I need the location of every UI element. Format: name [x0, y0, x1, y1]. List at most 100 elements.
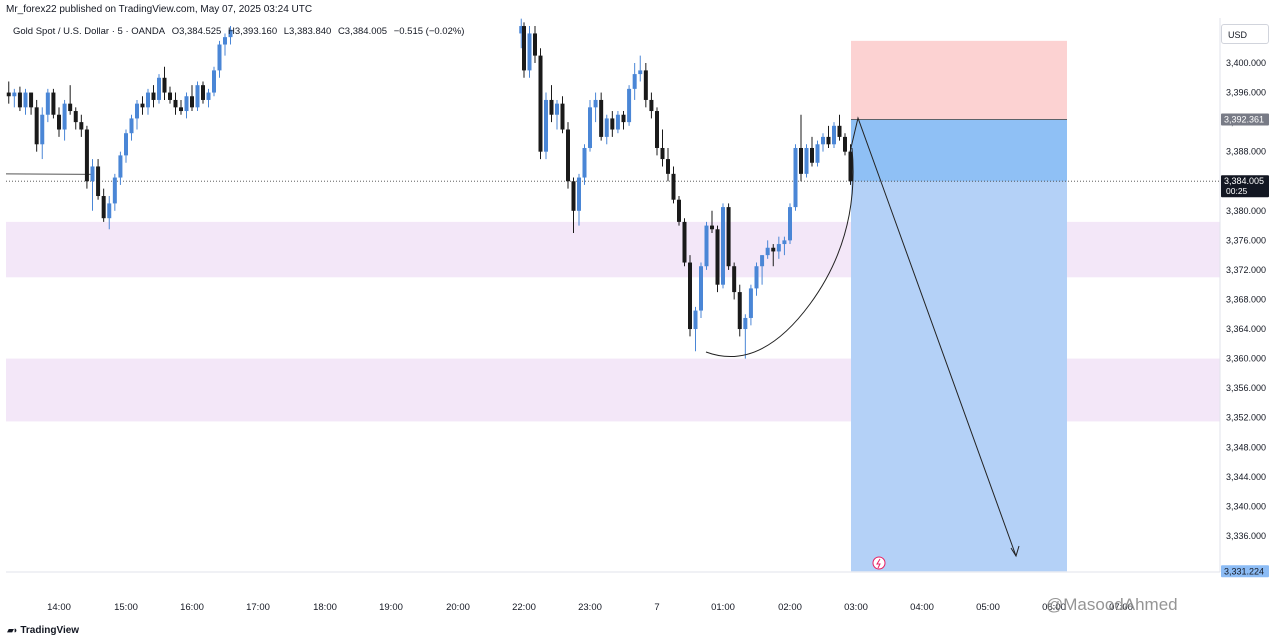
candle[interactable]: [615, 111, 620, 134]
candle[interactable]: [101, 188, 106, 222]
candle[interactable]: [826, 125, 831, 148]
candle[interactable]: [582, 144, 587, 185]
candle[interactable]: [12, 88, 17, 108]
candle[interactable]: [710, 210, 714, 233]
candle[interactable]: [748, 284, 753, 326]
candle[interactable]: [140, 96, 145, 115]
candle[interactable]: [771, 244, 776, 267]
candle[interactable]: [677, 196, 681, 226]
candle[interactable]: [593, 92, 598, 123]
candle[interactable]: [655, 107, 659, 156]
candle[interactable]: [666, 147, 670, 182]
candle[interactable]: [124, 129, 128, 163]
candle[interactable]: [51, 88, 56, 119]
candle[interactable]: [84, 125, 89, 189]
candle[interactable]: [135, 99, 139, 130]
candle[interactable]: [821, 133, 825, 152]
candle[interactable]: [732, 262, 737, 300]
candle[interactable]: [632, 63, 637, 100]
projection-arrow[interactable]: [849, 116, 1017, 557]
candle[interactable]: [544, 92, 548, 160]
candle[interactable]: [157, 74, 161, 104]
candle[interactable]: [79, 114, 84, 137]
lightning-icon[interactable]: [872, 556, 886, 570]
candle[interactable]: [604, 114, 609, 145]
candle[interactable]: [799, 114, 803, 182]
candle[interactable]: [610, 111, 615, 137]
candle[interactable]: [627, 85, 632, 126]
candle[interactable]: [195, 81, 200, 112]
candle[interactable]: [17, 86, 22, 112]
target-price-label[interactable]: 3,331.224: [1221, 565, 1269, 578]
candle[interactable]: [588, 99, 592, 152]
candle[interactable]: [6, 81, 11, 104]
candle[interactable]: [682, 218, 687, 267]
candle[interactable]: [146, 88, 150, 115]
candle[interactable]: [555, 99, 559, 130]
candle[interactable]: [129, 114, 134, 141]
candle[interactable]: [228, 26, 233, 45]
candle[interactable]: [843, 133, 847, 156]
candle[interactable]: [760, 255, 765, 285]
candle[interactable]: [599, 92, 604, 141]
candle[interactable]: [45, 88, 50, 123]
take-profit-zone[interactable]: [851, 119, 1067, 572]
candle[interactable]: [118, 151, 123, 185]
candle[interactable]: [40, 107, 45, 160]
candle[interactable]: [212, 66, 216, 97]
candle[interactable]: [184, 92, 189, 119]
candle[interactable]: [179, 99, 183, 115]
candle[interactable]: [571, 177, 576, 233]
reference-line[interactable]: [5, 173, 94, 175]
candle[interactable]: [566, 122, 570, 189]
candle[interactable]: [162, 66, 167, 100]
candle[interactable]: [29, 92, 34, 115]
candle[interactable]: [107, 196, 112, 230]
candle[interactable]: [206, 88, 211, 108]
candle[interactable]: [549, 85, 554, 123]
candle[interactable]: [173, 92, 178, 115]
candle[interactable]: [560, 96, 565, 134]
candle[interactable]: [815, 140, 820, 167]
candle[interactable]: [776, 236, 781, 259]
candle[interactable]: [810, 136, 814, 167]
candle[interactable]: [715, 225, 720, 293]
candle[interactable]: [96, 159, 101, 200]
candle[interactable]: [217, 40, 222, 78]
candle[interactable]: [57, 107, 61, 137]
candle[interactable]: [151, 85, 156, 108]
candle[interactable]: [638, 55, 643, 82]
candle[interactable]: [522, 22, 526, 78]
candle[interactable]: [73, 107, 78, 130]
candle[interactable]: [519, 18, 524, 49]
candle[interactable]: [837, 114, 842, 141]
candle[interactable]: [643, 63, 648, 108]
candle[interactable]: [168, 86, 172, 104]
candle[interactable]: [754, 262, 759, 296]
candle[interactable]: [832, 122, 836, 148]
candle[interactable]: [737, 284, 742, 337]
entry-price-label[interactable]: 3,392.361: [1221, 113, 1269, 126]
candle[interactable]: [782, 236, 787, 256]
candle[interactable]: [112, 173, 117, 211]
tradingview-logo[interactable]: ▰◗ TradingView: [7, 625, 79, 636]
candle[interactable]: [621, 111, 626, 130]
candle[interactable]: [527, 26, 532, 78]
candle[interactable]: [788, 203, 792, 245]
currency-selector[interactable]: USD: [1221, 24, 1269, 44]
candle[interactable]: [201, 81, 205, 104]
candle[interactable]: [533, 26, 537, 63]
candle[interactable]: [34, 99, 39, 152]
candle[interactable]: [62, 99, 67, 141]
candle[interactable]: [649, 92, 654, 119]
rounding-curve[interactable]: [705, 147, 854, 357]
candle[interactable]: [671, 166, 676, 204]
candle[interactable]: [23, 88, 28, 115]
candle[interactable]: [726, 203, 731, 270]
candle[interactable]: [577, 173, 581, 226]
candle[interactable]: [538, 48, 543, 160]
candle[interactable]: [90, 159, 95, 211]
candle[interactable]: [704, 221, 709, 270]
